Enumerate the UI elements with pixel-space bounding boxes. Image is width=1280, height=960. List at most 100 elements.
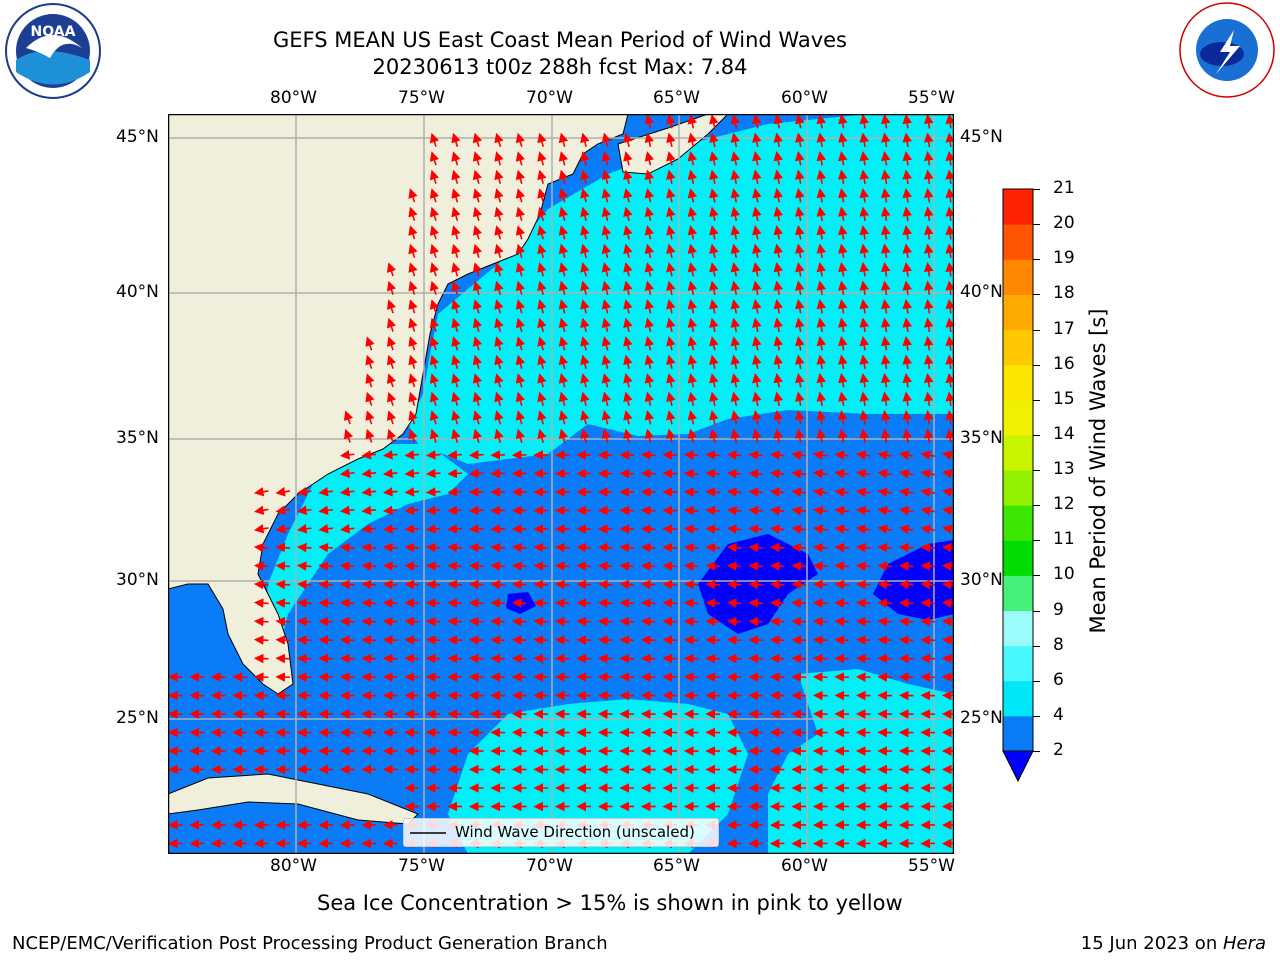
wave-direction-arrow — [623, 410, 633, 425]
wave-direction-arrow — [877, 598, 893, 608]
wave-direction-arrow — [945, 317, 954, 333]
wave-direction-arrow — [687, 354, 698, 370]
wave-direction-arrow — [816, 188, 826, 203]
wave-direction-arrow — [515, 336, 526, 351]
wave-direction-arrow — [752, 132, 762, 148]
wave-direction-arrow — [923, 224, 934, 240]
wave-direction-arrow — [576, 616, 592, 627]
wave-direction-arrow — [773, 336, 783, 351]
colorbar-tick-label: 14 — [1053, 423, 1075, 444]
wave-direction-arrow — [816, 280, 826, 296]
wave-direction-arrow — [877, 616, 893, 627]
wave-direction-arrow — [623, 317, 633, 333]
wave-direction-arrow — [451, 262, 461, 277]
wave-direction-arrow — [533, 635, 549, 645]
wave-direction-arrow — [343, 410, 354, 425]
wave-direction-arrow — [365, 336, 375, 351]
wave-direction-arrow — [730, 317, 741, 333]
wave-direction-arrow — [382, 450, 398, 460]
light-band-south — [448, 699, 748, 854]
wave-direction-arrow — [945, 391, 954, 407]
wave-direction-arrow — [490, 635, 506, 645]
wave-direction-arrow — [580, 206, 590, 221]
wave-direction-arrow — [705, 505, 721, 516]
wave-direction-arrow — [877, 469, 893, 479]
wave-direction-arrow — [468, 468, 484, 479]
wave-direction-arrow — [537, 354, 547, 369]
wave-direction-arrow — [730, 299, 741, 314]
wave-direction-arrow — [730, 373, 741, 388]
wave-direction-arrow — [812, 579, 828, 590]
wave-direction-arrow — [752, 354, 762, 370]
colorbar-tick-mark — [1033, 259, 1040, 261]
colorbar-segment — [1003, 505, 1033, 541]
wave-direction-arrow — [472, 206, 483, 221]
wave-direction-arrow — [687, 114, 698, 129]
wave-direction-arrow — [472, 243, 483, 258]
wave-direction-arrow — [662, 450, 678, 460]
wave-direction-arrow — [644, 151, 655, 166]
noaa-logo: NOAA — [5, 3, 101, 99]
wave-direction-arrow — [447, 579, 463, 590]
wave-direction-arrow — [726, 450, 742, 460]
wave-direction-arrow — [472, 391, 483, 406]
wave-direction-arrow — [816, 317, 826, 333]
wave-direction-arrow — [920, 561, 936, 571]
wave-direction-arrow — [902, 169, 912, 185]
wave-direction-arrow — [623, 225, 633, 240]
wave-direction-arrow — [511, 579, 527, 590]
wave-direction-arrow — [382, 468, 398, 479]
wave-direction-arrow — [533, 653, 549, 664]
wave-direction-arrow — [877, 579, 893, 590]
wave-direction-arrow — [877, 561, 893, 571]
wave-direction-arrow — [515, 225, 526, 240]
wave-direction-arrow — [859, 151, 869, 166]
wave-direction-arrow — [382, 542, 398, 553]
wave-direction-arrow — [838, 114, 848, 129]
wave-direction-arrow — [339, 635, 355, 645]
wave-direction-arrow — [580, 317, 590, 332]
wave-direction-arrow — [644, 132, 655, 148]
wave-direction-arrow — [490, 579, 506, 590]
colorbar-tick-label: 17 — [1053, 318, 1075, 339]
wave-direction-arrow — [472, 262, 483, 277]
wave-direction-arrow — [447, 561, 463, 571]
wave-direction-arrow — [773, 299, 783, 314]
wave-direction-arrow — [687, 206, 698, 222]
wave-direction-arrow — [558, 132, 569, 147]
wave-direction-arrow — [769, 579, 785, 590]
wave-direction-arrow — [705, 487, 721, 497]
wave-direction-arrow — [472, 132, 483, 147]
wave-direction-arrow — [468, 598, 484, 608]
wave-direction-arrow — [838, 243, 848, 259]
wave-direction-arrow — [709, 225, 719, 240]
wave-direction-arrow — [812, 561, 828, 571]
wave-direction-arrow — [558, 354, 569, 369]
wave-direction-arrow — [408, 336, 418, 351]
wave-direction-arrow — [859, 188, 869, 203]
wave-direction-arrow — [601, 280, 612, 295]
wave-direction-arrow — [451, 299, 461, 314]
colorbar-tick-mark — [1033, 715, 1040, 717]
wave-direction-arrow — [773, 169, 783, 185]
lat-tick-right-35n: 35°N — [960, 428, 1003, 448]
wave-direction-arrow — [296, 542, 312, 553]
wave-direction-arrow — [683, 468, 699, 479]
wave-direction-arrow — [899, 469, 914, 479]
wave-direction-arrow — [429, 391, 440, 406]
land-north-america — [168, 114, 629, 695]
wave-direction-arrow — [339, 579, 355, 590]
wave-direction-arrow — [472, 354, 483, 369]
wave-direction-arrow — [382, 561, 398, 571]
wave-direction-arrow — [709, 151, 719, 166]
lon-tick-bottom-55w: 55°W — [908, 856, 955, 876]
wave-direction-arrow — [666, 373, 676, 388]
wave-direction-arrow — [859, 132, 869, 148]
wave-direction-arrow — [533, 616, 549, 627]
wave-direction-arrow — [795, 391, 805, 407]
wave-direction-arrow — [408, 299, 418, 314]
colorbar-segment — [1003, 715, 1033, 752]
wave-direction-arrow — [494, 132, 504, 147]
wave-direction-arrow — [838, 188, 848, 203]
wave-direction-arrow — [705, 450, 721, 460]
